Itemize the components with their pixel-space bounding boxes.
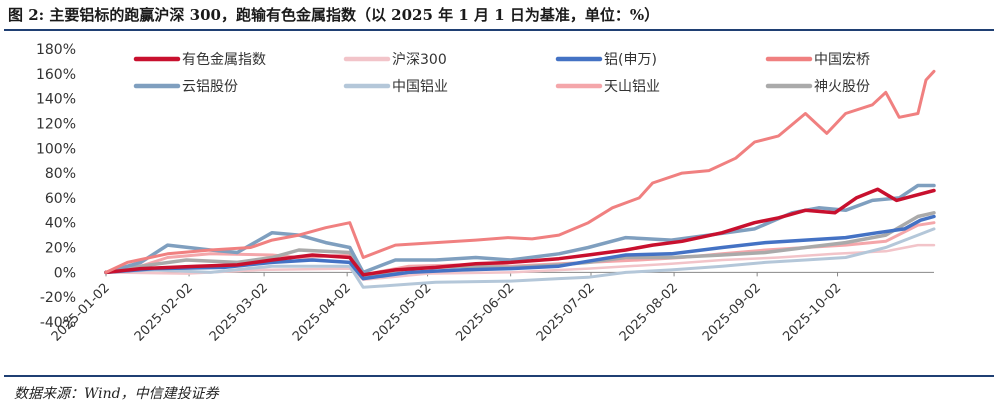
y-tick-label: 60% xyxy=(45,191,76,207)
x-axis: 2025-01-02 2025-02-02 2025-03-02 2025-04-02… xyxy=(49,271,934,345)
legend-label: 中国铝业 xyxy=(392,79,448,95)
top-rule xyxy=(4,29,994,31)
legend-label: 天山铝业 xyxy=(604,79,660,95)
x-tick-label: 2025-05-02 xyxy=(370,281,434,345)
y-tick-label: -20% xyxy=(40,290,76,306)
y-tick-label: 0% xyxy=(54,265,76,281)
y-tick-label: 20% xyxy=(45,241,76,257)
legend-label: 沪深300 xyxy=(392,52,447,68)
x-tick-label: 2025-09-02 xyxy=(700,281,764,345)
x-tick-label: 2025-08-02 xyxy=(617,281,681,345)
legend-label: 云铝股份 xyxy=(182,79,238,95)
y-tick-label: 80% xyxy=(45,166,76,182)
y-tick-label: -40% xyxy=(40,315,76,331)
y-tick-label: 120% xyxy=(36,116,76,132)
series-line xyxy=(104,227,936,289)
legend-label: 神火股份 xyxy=(814,79,870,95)
x-tick-label: 2025-10-02 xyxy=(780,281,844,345)
x-tick-label: 2025-02-02 xyxy=(132,281,196,345)
series-line xyxy=(104,214,936,281)
figure-title: 图 2: 主要铝标的跑赢沪深 300，跑输有色金属指数（以 2025 年 1 月… xyxy=(8,6,660,24)
y-axis: -40% -20% 0% 20% 40% 60% 80% 100% 120% 140% 160% 18… xyxy=(36,42,76,331)
y-tick-label: 140% xyxy=(36,92,76,108)
series-line xyxy=(104,69,936,274)
x-tick-label: 2025-07-02 xyxy=(534,281,598,345)
y-tick-label: 160% xyxy=(36,67,76,83)
x-tick-label: 2025-06-02 xyxy=(453,281,517,345)
x-tick-label: 2025-04-02 xyxy=(290,281,354,345)
y-tick-label: 180% xyxy=(36,42,76,58)
bottom-rule xyxy=(4,375,994,377)
y-tick-label: 100% xyxy=(36,141,76,157)
source-note: 数据来源：Wind，中信建投证券 xyxy=(14,386,219,402)
y-tick-label: 40% xyxy=(45,216,76,232)
legend-label: 铝(申万) xyxy=(604,52,657,68)
legend-label: 中国宏桥 xyxy=(814,52,870,68)
series-lines xyxy=(104,69,936,289)
x-tick-label: 2025-03-02 xyxy=(207,281,271,345)
series-line xyxy=(104,187,936,277)
legend-label: 有色金属指数 xyxy=(182,51,266,68)
